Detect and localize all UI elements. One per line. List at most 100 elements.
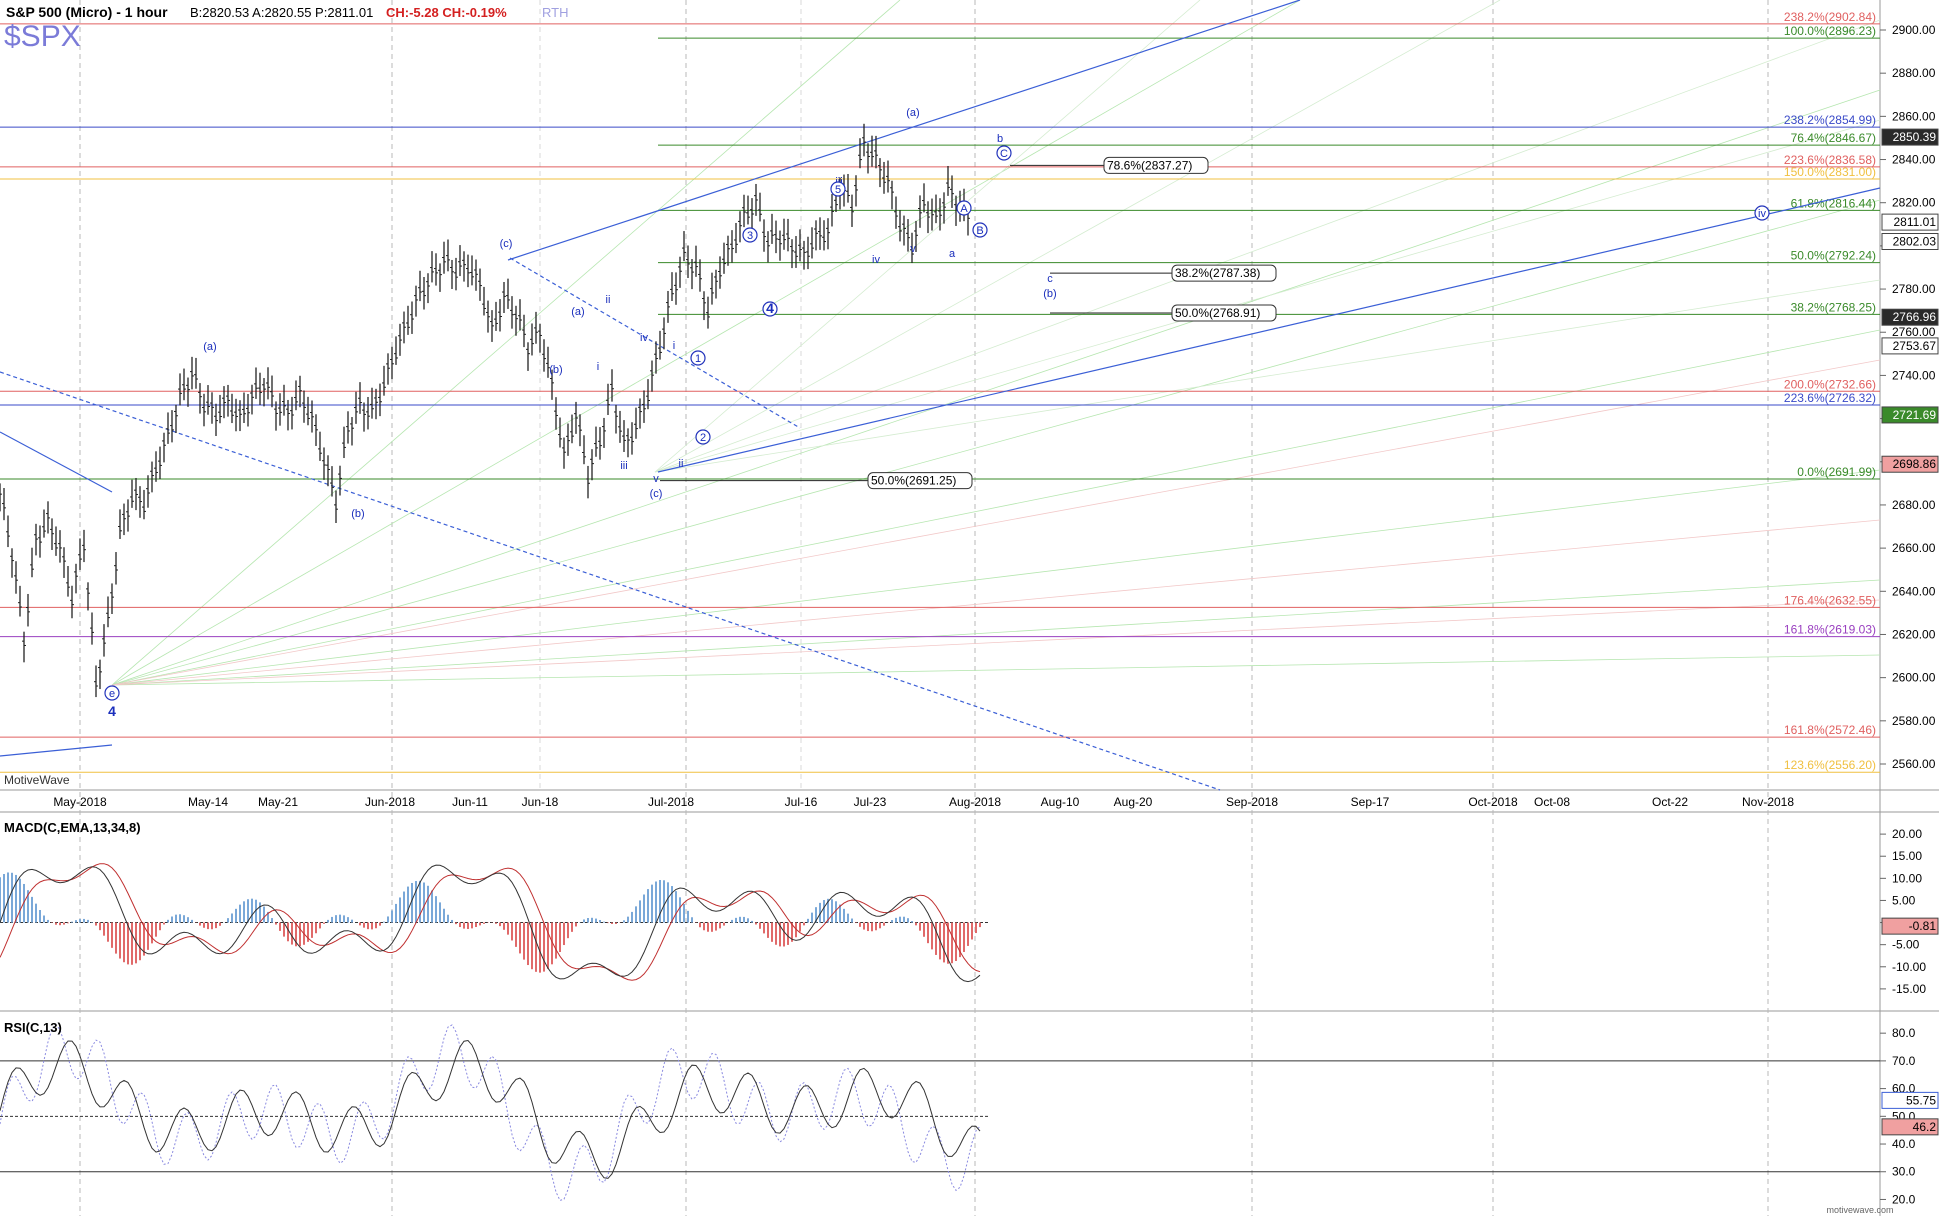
trend-lines [0, 0, 1881, 791]
wave-circle [104, 685, 120, 701]
date-label: May-14 [188, 795, 228, 809]
date-label: Oct-22 [1652, 795, 1688, 809]
price-badge [1881, 308, 1939, 326]
price-level-label: 238.2%(2854.99) [1784, 113, 1876, 127]
wave-label: ii [679, 458, 684, 470]
rsi-tick-label: 20.0 [1892, 1192, 1916, 1206]
fan-line [111, 519, 1881, 686]
wave-label: e [109, 688, 115, 700]
price-tick-label: 2880.00 [1892, 66, 1936, 80]
rsi-band-line [0, 1023, 981, 1202]
projection-boxes: 78.6%(2837.27) 38.2%(2787.38) 50.0%(2768.9… [660, 156, 1277, 490]
price-badge-label: 2753.67 [1893, 339, 1937, 353]
projection-label: 50.0%(2691.25) [871, 474, 956, 488]
price-level-label: 38.2%(2768.25) [1791, 300, 1876, 314]
rsi-tick-label: 70.0 [1892, 1054, 1916, 1068]
fan-line [111, 359, 1881, 686]
projection-label: 38.2%(2787.38) [1175, 266, 1260, 280]
wave-circle [695, 429, 711, 445]
wave-circle [996, 145, 1012, 161]
fan-line [111, 0, 901, 686]
price-tick-label: 2580.00 [1892, 714, 1936, 728]
wave-circle [956, 200, 972, 216]
wave-label: 2 [700, 432, 706, 444]
wave-label: 3 [747, 230, 753, 242]
wave-label: v [653, 473, 659, 485]
price-tick-label: 2840.00 [1892, 153, 1936, 167]
change-readout: CH:-5.28 CH:-0.19% [386, 5, 507, 20]
wave-label: a [949, 248, 956, 260]
fan-line [111, 0, 1301, 686]
projection-box [867, 472, 973, 490]
vertical-grid [79, 0, 1769, 1216]
wave-circle [690, 350, 706, 366]
price-level-label: 100.0%(2896.23) [1784, 24, 1876, 38]
wave-label: i [597, 361, 599, 373]
price-tick-label: 2600.00 [1892, 671, 1936, 685]
wave-label: 4 [766, 300, 774, 316]
date-label: Nov-2018 [1742, 795, 1794, 809]
fan-line [654, 0, 1501, 473]
price-badge [1881, 406, 1939, 424]
price-badge [1881, 337, 1939, 355]
wave-label: b [997, 133, 1003, 145]
wave-label: (c) [500, 238, 513, 250]
wave-label: iv [1758, 208, 1766, 220]
wave-label: iv [872, 254, 880, 266]
price-levels: 238.2%(2902.84)100.0%(2896.23) 238.2%(285… [0, 10, 1880, 773]
price-tick-label: 2760.00 [1892, 325, 1936, 339]
rsi-title: RSI(C,13) [4, 1020, 62, 1035]
macd-title: MACD(C,EMA,13,34,8) [4, 820, 141, 835]
fan-line [111, 329, 1881, 686]
date-label: Oct-08 [1534, 795, 1570, 809]
inner-dashed-line [509, 257, 801, 429]
macd-value-badge [1881, 917, 1939, 935]
date-label: May-2018 [53, 795, 107, 809]
fan-line [111, 89, 1881, 686]
price-level-label: 238.2%(2902.84) [1784, 10, 1876, 24]
wave-label: (b) [549, 364, 562, 376]
macd-tick-label: -10.00 [1892, 960, 1926, 974]
projection-box [1103, 156, 1209, 174]
price-tick-label: 2860.00 [1892, 109, 1936, 123]
price-badge-label: 2802.03 [1893, 234, 1937, 248]
motivewave-watermark: MotiveWave [4, 773, 70, 787]
fan-line [654, 19, 1881, 473]
session-tag: RTH [542, 5, 568, 20]
price-level-label: 50.0%(2792.24) [1791, 249, 1876, 263]
wave-label: (b) [1043, 288, 1056, 300]
wave-label: v [910, 243, 916, 255]
price-badge-label: 2811.01 [1894, 215, 1937, 229]
rsi-value-label: 55.75 [1906, 1093, 1936, 1107]
wave-label: (a) [203, 341, 216, 353]
date-label: Jun-11 [452, 795, 488, 809]
date-label: Jul-2018 [648, 795, 694, 809]
wave-label: (a) [906, 107, 919, 119]
price-level-label: 176.4%(2632.55) [1784, 593, 1876, 607]
macd-tick-label: -15.00 [1892, 982, 1926, 996]
fan-line [111, 579, 1881, 686]
projection-label: 50.0%(2768.91) [1175, 306, 1260, 320]
macd-panel: -15.00-10.00-5.000.005.0010.0015.0020.00… [0, 827, 1939, 996]
date-label: Jun-2018 [365, 795, 415, 809]
macd-tick-label: 20.00 [1892, 827, 1922, 841]
fan-line [111, 654, 1881, 686]
price-level-label: 223.6%(2726.32) [1784, 391, 1876, 405]
rsi-line [0, 1039, 981, 1179]
wave-circle [762, 301, 778, 317]
fan-line [111, 469, 1881, 686]
date-label: Sep-2018 [1226, 795, 1278, 809]
wave-label: 1 [695, 353, 701, 365]
wave-label: (c) [650, 488, 663, 500]
price-level-label: 150.0%(2831.00) [1784, 165, 1876, 179]
price-badge-label: 2850.39 [1893, 130, 1937, 144]
short-trend-line-2 [0, 744, 113, 757]
macd-line [0, 864, 981, 983]
rsi-value-label-2: 46.2 [1913, 1120, 1937, 1134]
price-badge [1881, 232, 1939, 250]
quote-readout: B:2820.53 A:2820.55 P:2811.01 [190, 5, 373, 20]
price-level-label: 161.8%(2619.03) [1784, 623, 1876, 637]
lower-channel-line [657, 187, 1881, 473]
wave-label: A [960, 203, 968, 215]
